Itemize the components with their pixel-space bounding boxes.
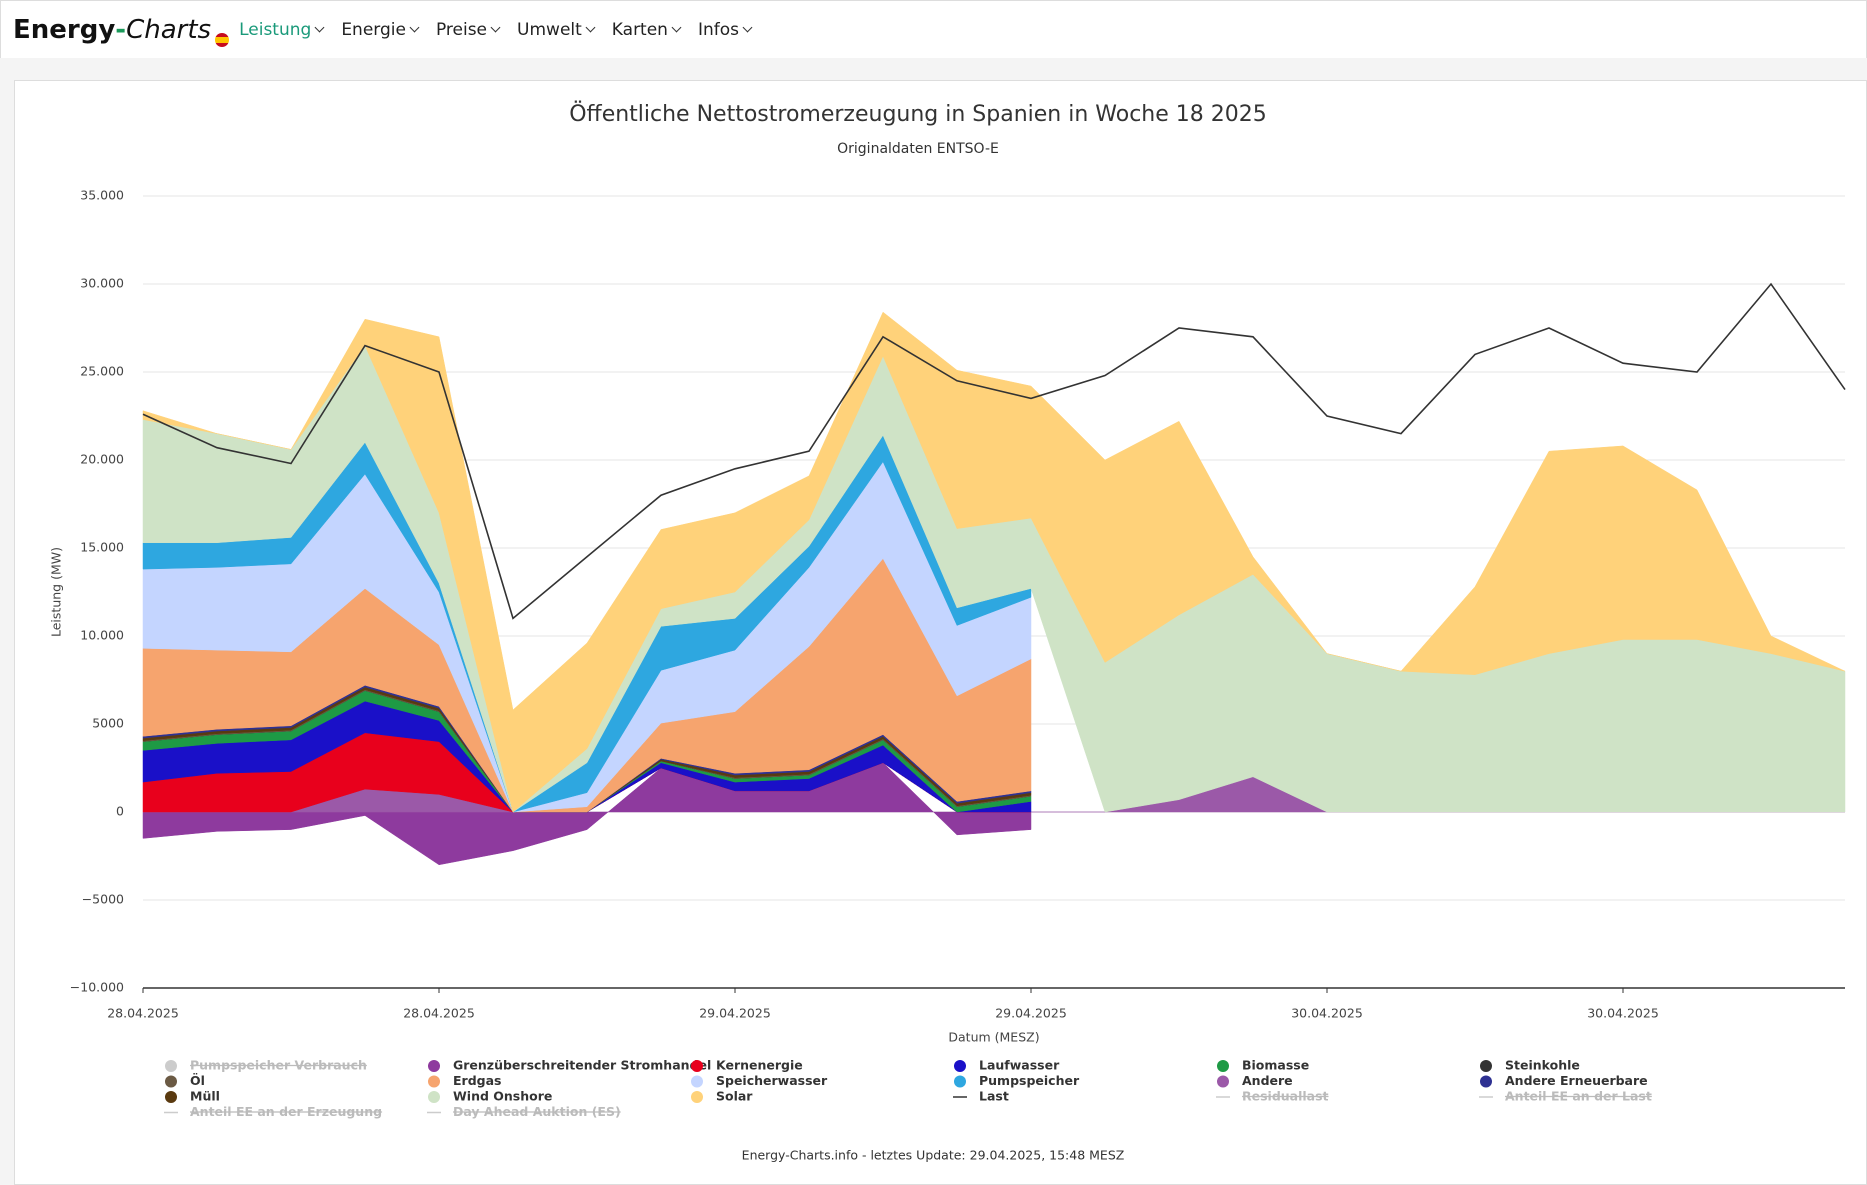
legend-symbol [954,1060,966,1072]
logo-text: Charts [126,14,212,45]
line [142,282,1846,620]
legend-label[interactable]: Öl [190,1073,205,1088]
y-tick-label: 5000 [92,716,124,731]
legend-label[interactable]: Day Ahead Auktion (ES) [453,1104,621,1119]
legend-symbol [1480,1060,1492,1072]
y-tick-label: 35.000 [80,188,124,203]
legend-label[interactable]: Müll [190,1089,220,1104]
x-axis-title: Datum (MESZ) [948,1030,1039,1045]
menu-item[interactable]: Infos [698,20,751,40]
y-axis-title: Leistung (MW) [49,547,64,637]
y-tick-label: 20.000 [80,452,124,467]
x-tick-label: 30.04.2025 [1587,1006,1659,1021]
legend-label[interactable]: Andere Erneuerbare [1505,1073,1648,1088]
legend-symbol [1217,1075,1229,1088]
legend-label[interactable]: Last [979,1089,1009,1104]
legend-symbol [165,1091,177,1103]
legend-label[interactable]: Erdgas [453,1073,501,1088]
x-tick-label: 28.04.2025 [107,1006,179,1021]
y-tick-label: 15.000 [80,540,124,555]
legend-symbol [428,1075,440,1088]
legend-symbol [1480,1075,1492,1088]
y-tick-label: −10.000 [70,980,124,995]
legend-symbol [691,1091,703,1103]
x-tick-label: 30.04.2025 [1291,1006,1363,1021]
legend-symbol [691,1075,703,1088]
legend-symbol [165,1060,177,1072]
legend-label[interactable]: Anteil EE an der Last [1505,1089,1652,1104]
chart-subtitle: Originaldaten ENTSO-E [837,141,999,157]
legend-label[interactable]: Kernenergie [716,1058,803,1073]
menu-item[interactable]: Preise [436,20,499,40]
x-tick-label: 28.04.2025 [403,1006,475,1021]
legend-label[interactable]: Residuallast [1242,1089,1329,1104]
y-tick-label: 10.000 [80,628,124,643]
y-tick-label: 30.000 [80,276,124,291]
menu-item[interactable]: Karten [612,20,680,40]
logo[interactable]: Energy-Charts [13,14,230,47]
legend-symbol [428,1091,440,1103]
x-tick-label: 29.04.2025 [995,1006,1067,1021]
legend-label[interactable]: Steinkohle [1505,1058,1580,1073]
legend-label[interactable]: Wind Onshore [453,1089,552,1104]
menu-item[interactable]: Leistung [239,20,323,40]
nav-bar: Energy-Charts Leistung Energie Preise Um… [0,0,1867,58]
legend-symbol [165,1075,177,1088]
legend-symbol [428,1060,440,1072]
y-tick-label: 25.000 [80,364,124,379]
logo-text: - [115,14,127,45]
logo-text: Energy [13,14,116,45]
x-tick-label: 29.04.2025 [699,1006,771,1021]
legend-label[interactable]: Biomasse [1242,1058,1309,1073]
legend-symbol [1217,1060,1229,1072]
legend-label[interactable]: Solar [716,1089,753,1104]
legend-symbol [691,1060,703,1072]
flag [215,32,230,47]
legend-label[interactable]: Pumpspeicher Verbrauch [190,1058,367,1073]
chart-title: Öffentliche Nettostromerzeugung in Spani… [569,101,1267,127]
legend-label[interactable]: Laufwasser [979,1058,1060,1073]
area [142,311,1846,813]
legend-label[interactable]: Grenzüberschreitender Stromhandel [453,1058,711,1073]
legend-label[interactable]: Andere [1242,1073,1293,1088]
legend-label[interactable]: Pumpspeicher [979,1073,1080,1088]
legend-label[interactable]: Anteil EE an der Erzeugung [190,1104,382,1119]
y-tick-label: 0 [116,804,124,819]
y-tick-label: −5000 [82,892,124,907]
menu-item[interactable]: Umwelt [517,20,594,40]
menu-item[interactable]: Energie [341,20,418,40]
footer: Energy-Charts.info - letztes Update: 29.… [742,1148,1125,1163]
legend-symbol [954,1075,966,1088]
legend-label[interactable]: Speicherwasser [716,1073,828,1088]
